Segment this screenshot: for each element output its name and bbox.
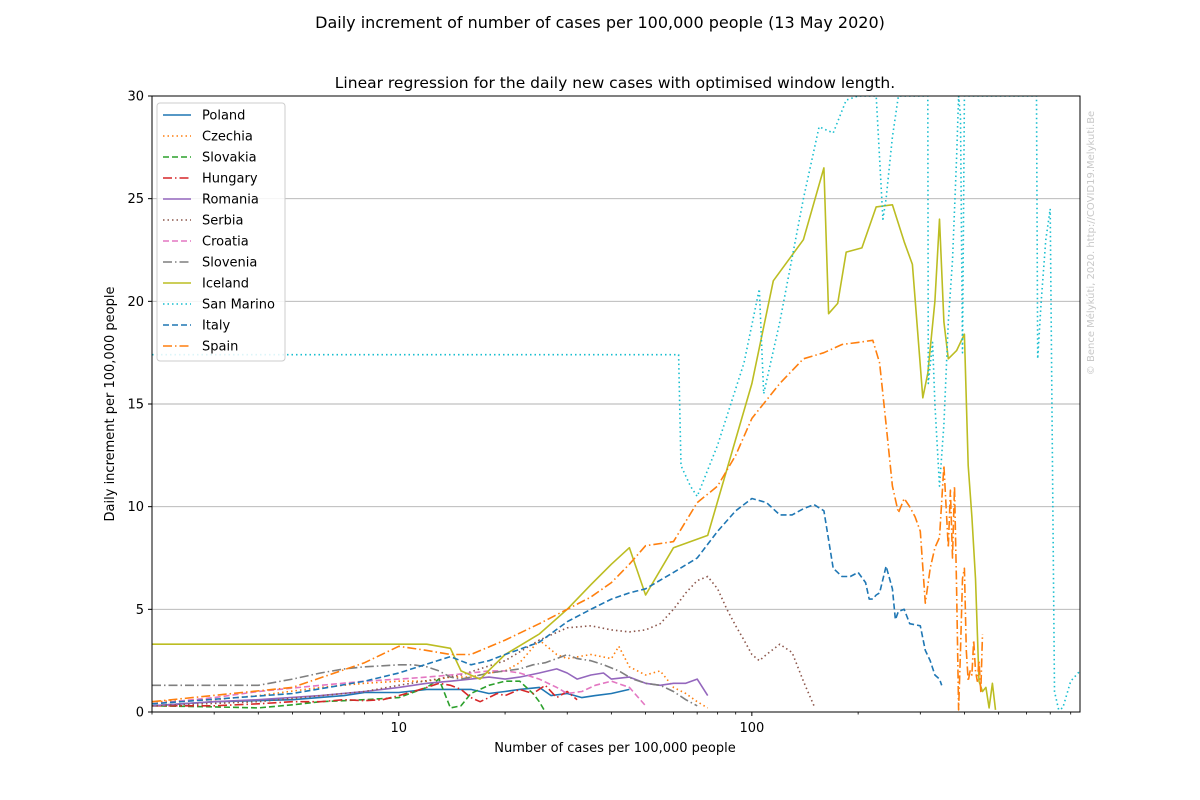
x-tick-label-0: 10 [391,721,408,736]
series-line-hungary [152,682,578,707]
legend-label-poland: Poland [202,109,245,124]
legend-label-san-marino: San Marino [202,298,275,313]
legend-label-spain: Spain [202,340,238,355]
series-line-spain [152,339,984,711]
legend-label-iceland: Iceland [202,277,249,292]
legend-label-romania: Romania [202,193,259,208]
series-line-serbia [152,575,815,707]
x-axis: 10 100 [151,712,1072,736]
y-axis-label: Daily increment per 100,000 people [103,287,118,522]
legend-label-slovakia: Slovakia [202,151,257,166]
y-tick-label-3: 15 [127,398,144,413]
y-tick-label-0: 0 [136,706,144,721]
y-tick-label-1: 5 [136,603,144,618]
y-axis: 0 5 10 15 20 25 30 [127,90,152,721]
legend-label-hungary: Hungary [202,172,258,187]
watermark-text: © Bence Mélykúti, 2020. http://COVID19.M… [1085,111,1097,375]
series-line-italy [152,497,943,705]
legend: Poland Czechia Slovakia Hungary Romania Serbi… [156,102,286,362]
y-tick-label-6: 30 [127,90,144,105]
series-line-san-marino [152,96,1080,711]
legend-label-slovenia: Slovenia [202,256,257,271]
x-tick-label-1: 100 [739,721,764,736]
series-line-slovakia [152,678,546,712]
y-tick-label-4: 20 [127,295,144,310]
series-line-croatia [152,670,647,707]
series-line-poland [152,686,630,707]
figure-suptitle: Daily increment of number of cases per 1… [315,13,885,32]
series-line-iceland [152,167,997,710]
y-gridlines [152,198,1080,610]
legend-label-czechia: Czechia [202,130,253,145]
y-tick-label-5: 25 [127,192,144,207]
legend-label-serbia: Serbia [202,214,243,229]
chart-title: Linear regression for the daily new case… [335,74,895,92]
y-tick-label-2: 10 [127,500,144,515]
legend-label-croatia: Croatia [202,235,249,250]
legend-label-italy: Italy [202,319,231,334]
legend-box [156,102,286,362]
x-axis-label: Number of cases per 100,000 people [494,741,736,756]
series-lines [152,96,1080,712]
